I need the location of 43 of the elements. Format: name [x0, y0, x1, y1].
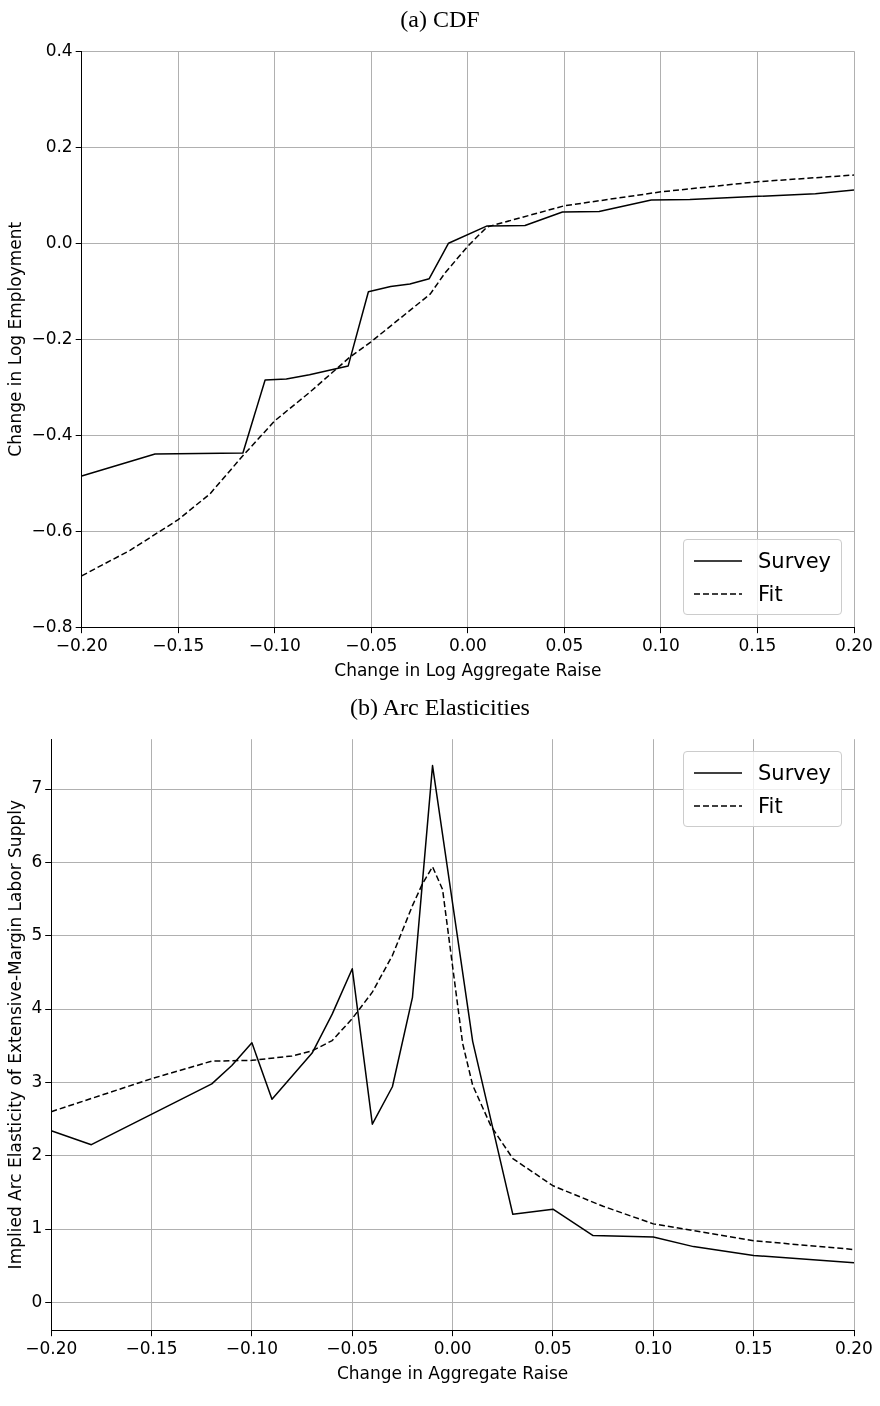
- x-tick-label: −0.05: [345, 634, 398, 655]
- x-axis-title: Change in Aggregate Raise: [336, 1363, 569, 1384]
- x-tick-label: 0.10: [641, 634, 680, 655]
- x-tick-label: −0.10: [225, 1337, 278, 1358]
- y-axis-title: Change in Log Employment: [4, 221, 25, 457]
- y-tick-label: 7: [31, 777, 43, 798]
- y-tick-label: −0.8: [31, 615, 73, 636]
- x-tick-label: 0.05: [545, 634, 584, 655]
- x-tick-label: 0.15: [734, 1337, 773, 1358]
- y-axis-title: Implied Arc Elasticity of Extensive-Margin Labor Supply: [4, 800, 25, 1270]
- x-tick-label: −0.15: [152, 634, 205, 655]
- x-tick-label: 0.00: [448, 634, 487, 655]
- chart-title: (b) Arc Elasticities: [349, 693, 531, 722]
- legend-label: Survey: [758, 548, 832, 573]
- chart-title: (a) CDF: [399, 5, 481, 34]
- y-tick-label: 5: [31, 924, 43, 945]
- x-tick-label: −0.20: [25, 1337, 78, 1358]
- x-tick-label: −0.05: [326, 1337, 379, 1358]
- y-tick-label: 3: [31, 1070, 43, 1091]
- y-tick-label: 0.0: [45, 231, 73, 252]
- y-tick-label: −0.4: [31, 423, 73, 444]
- y-tick-label: −0.2: [31, 327, 73, 348]
- x-axis-title: Change in Log Aggregate Raise: [334, 660, 602, 681]
- y-tick-label: 0: [31, 1290, 43, 1311]
- legend-label: Fit: [758, 793, 783, 818]
- legend-label: Survey: [758, 760, 832, 785]
- x-tick-label: 0.05: [534, 1337, 572, 1358]
- x-tick-label: −0.20: [55, 634, 108, 655]
- y-tick-label: 0.2: [45, 135, 73, 156]
- x-tick-label: 0.00: [433, 1337, 472, 1358]
- x-tick-label: 0.20: [835, 634, 873, 655]
- legend-label: Fit: [758, 581, 783, 606]
- x-tick-label: −0.10: [248, 634, 301, 655]
- y-tick-label: 2: [31, 1144, 43, 1165]
- x-tick-label: 0.20: [835, 1337, 873, 1358]
- y-tick-label: 0.4: [45, 39, 73, 60]
- y-tick-label: 6: [31, 850, 43, 871]
- y-tick-label: 4: [31, 997, 43, 1018]
- y-tick-label: 1: [31, 1217, 43, 1238]
- y-tick-label: −0.6: [31, 519, 73, 540]
- x-tick-label: 0.15: [738, 634, 777, 655]
- x-tick-label: 0.10: [634, 1337, 673, 1358]
- x-tick-label: −0.15: [125, 1337, 178, 1358]
